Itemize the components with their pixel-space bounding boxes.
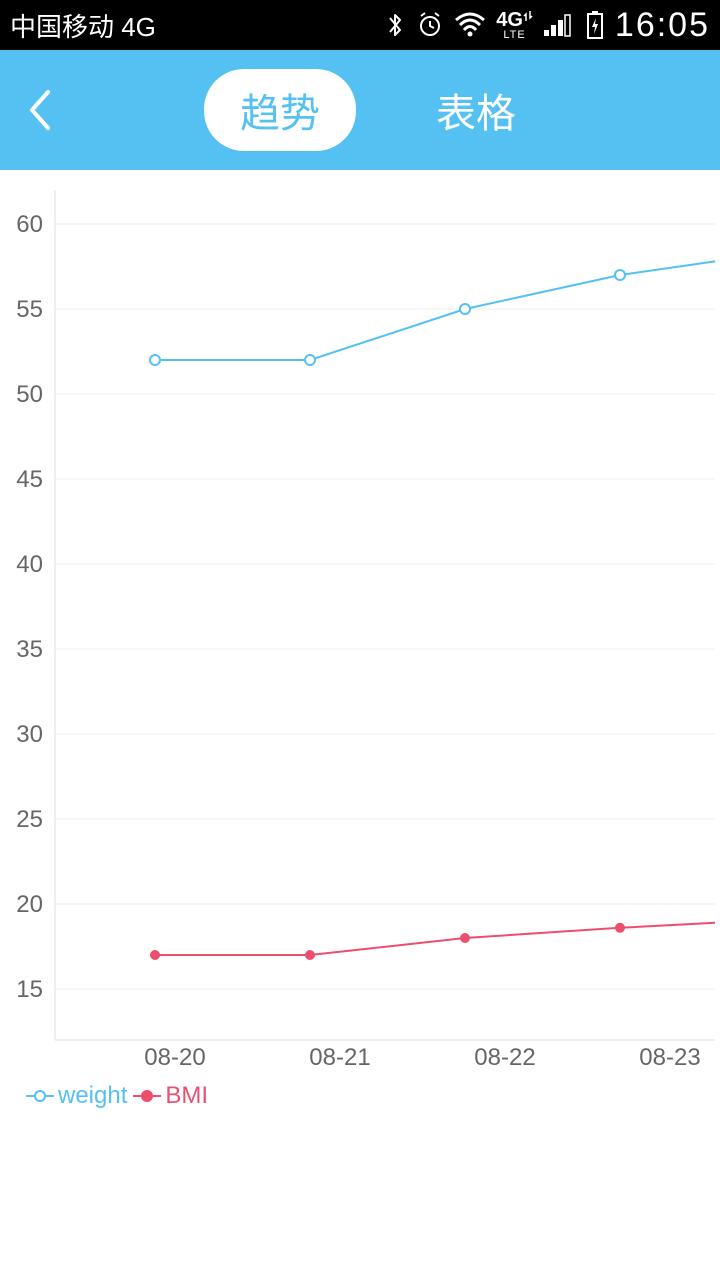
svg-text:30: 30 (16, 721, 43, 748)
wifi-icon (454, 12, 486, 38)
legend-marker-weight: .legend-item:nth-child(1) .legend-marker… (26, 1095, 54, 1097)
legend-item-bmi: .legend-item:nth-child(2) .legend-marker… (133, 1082, 208, 1110)
network-4g-icon: 4G LTE (496, 10, 533, 41)
svg-text:60: 60 (16, 211, 43, 238)
tab-table[interactable]: 表格 (436, 81, 516, 139)
status-icons: 4G LTE 16:05 (384, 6, 710, 45)
bluetooth-icon (384, 10, 406, 40)
carrier-text: 中国移动 4G (10, 7, 156, 44)
svg-text:25: 25 (16, 806, 43, 833)
svg-text:08-22: 08-22 (474, 1044, 535, 1071)
svg-text:20: 20 (16, 891, 43, 918)
signal-icon (543, 12, 575, 38)
svg-text:08-20: 08-20 (144, 1044, 205, 1071)
svg-text:50: 50 (16, 381, 43, 408)
svg-text:15: 15 (16, 976, 43, 1003)
view-tabs: 趋势 表格 (60, 69, 660, 151)
legend-item-weight: .legend-item:nth-child(1) .legend-marker… (26, 1082, 127, 1110)
battery-icon (585, 10, 605, 40)
svg-text:35: 35 (16, 636, 43, 663)
svg-text:45: 45 (16, 466, 43, 493)
status-bar: 中国移动 4G 4G LTE 16:05 (0, 0, 720, 50)
svg-text:55: 55 (16, 296, 43, 323)
alarm-icon (416, 11, 444, 39)
app-header: 趋势 表格 (0, 50, 720, 170)
chart-container: 15 20 25 30 35 40 45 50 55 60 08-20 08-21 08-22 08-23… (0, 170, 720, 1150)
svg-text:40: 40 (16, 551, 43, 578)
trend-chart: 15 20 25 30 35 40 45 50 55 60 08-20 08-21 08-22 08-23 (0, 170, 720, 1150)
back-button[interactable] (20, 85, 60, 135)
svg-text:08-23: 08-23 (639, 1044, 700, 1071)
legend-label-weight: weight (58, 1082, 127, 1110)
tab-trend[interactable]: 趋势 (204, 69, 356, 151)
svg-text:08-21: 08-21 (309, 1044, 370, 1071)
status-time: 16:05 (615, 6, 710, 45)
status-carrier: 中国移动 4G (10, 7, 156, 44)
legend-label-bmi: BMI (165, 1082, 208, 1110)
chart-legend: .legend-item:nth-child(1) .legend-marker… (26, 1082, 208, 1110)
legend-marker-bmi: .legend-item:nth-child(2) .legend-marker… (133, 1095, 161, 1097)
